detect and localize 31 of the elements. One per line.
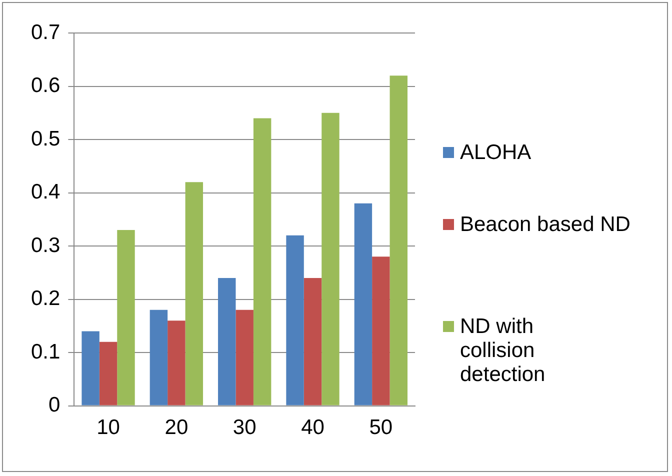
- bar: [117, 230, 135, 406]
- y-tick-label: 0.5: [30, 127, 60, 150]
- x-tick-label: 40: [301, 416, 324, 440]
- y-tick-label: 0.3: [30, 234, 60, 257]
- y-tick-label: 0.4: [30, 180, 61, 204]
- bar: [322, 112, 340, 406]
- bar: [286, 235, 304, 406]
- bar: [150, 310, 168, 406]
- bar: [390, 76, 408, 406]
- bar: [253, 118, 272, 406]
- bar: [168, 320, 186, 406]
- bar: [304, 278, 322, 406]
- y-tick-label: 0.1: [30, 340, 60, 364]
- legend-label: ND with collision detection: [460, 315, 546, 387]
- bar: [218, 278, 236, 406]
- x-tick-label: 20: [164, 416, 188, 440]
- x-tick-label: 10: [96, 416, 120, 440]
- bar: [185, 182, 204, 406]
- legend-label: Beacon based ND: [460, 213, 630, 237]
- y-tick-label: 0.2: [30, 287, 60, 310]
- bar: [354, 203, 372, 406]
- x-tick-label: 30: [232, 416, 256, 440]
- bar: [372, 256, 390, 406]
- legend-label: ALOHA: [460, 141, 532, 165]
- bar: [99, 342, 118, 406]
- y-tick-label: 0: [48, 394, 60, 417]
- y-tick-label: 0.7: [30, 20, 60, 44]
- y-tick-label: 0.6: [30, 74, 60, 98]
- bar: [236, 310, 254, 406]
- x-tick-label: 50: [369, 416, 393, 440]
- bar: [82, 331, 100, 406]
